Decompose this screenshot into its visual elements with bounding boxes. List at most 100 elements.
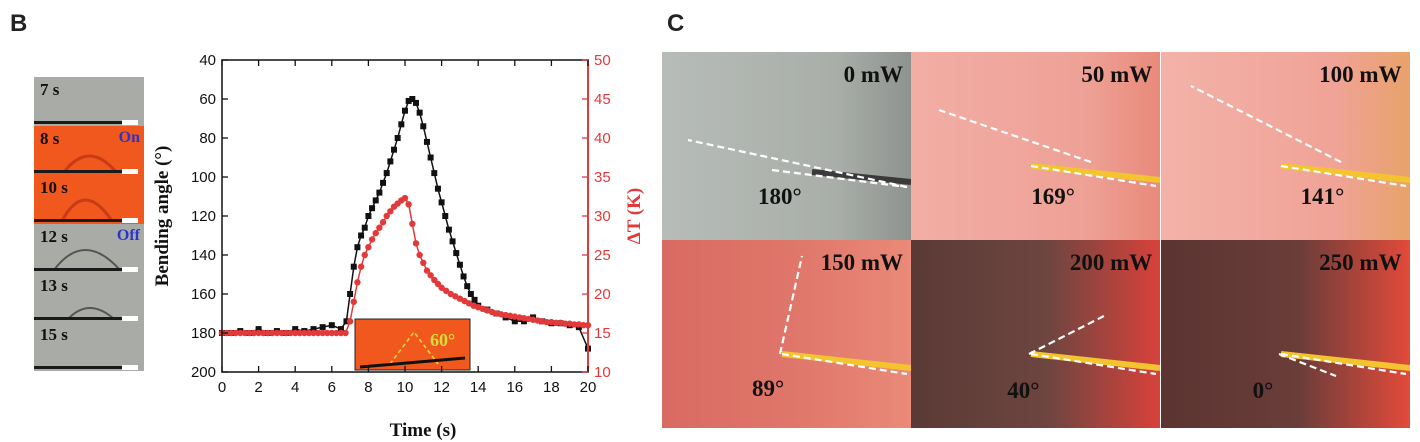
data-point-right: [328, 329, 335, 337]
bend-dashed-arrow: [938, 108, 1092, 164]
x-tick-label: 4: [291, 379, 299, 396]
data-point-left: [337, 326, 344, 333]
data-point-left: [431, 170, 438, 177]
data-point-left: [402, 107, 408, 114]
arrow-overlay: [938, 108, 1161, 188]
y-right-tick-label: 10: [594, 364, 611, 381]
data-point-left: [398, 121, 405, 128]
data-point-left: [423, 138, 430, 145]
data-point-right: [237, 329, 244, 337]
data-point-left: [405, 97, 412, 104]
film-tip: [122, 267, 138, 272]
data-point-left: [319, 324, 326, 331]
data-point-right: [310, 329, 317, 337]
data-point-left: [372, 197, 379, 204]
data-point-left: [427, 154, 434, 161]
x-tick-label: 0: [218, 379, 226, 396]
data-point-right: [405, 201, 412, 208]
power-label: 250 mW: [1319, 250, 1402, 275]
data-point-right: [264, 329, 271, 337]
bend-dashed-arrow: [687, 138, 908, 189]
data-point-right: [354, 279, 361, 286]
y-left-tick-label: 40: [199, 52, 216, 69]
x-axis-label: Time (s): [390, 420, 457, 441]
arrow-overlay: [778, 255, 911, 376]
bend-angle-label: 40°: [1007, 378, 1040, 403]
film-strip-bar: [34, 268, 122, 271]
y-right-tick-label: 35: [594, 169, 611, 186]
frame-15s: 15 s: [34, 322, 144, 371]
arrow-overlay: [687, 138, 911, 189]
data-point-right: [427, 272, 434, 279]
data-point-left: [380, 179, 387, 186]
data-point-right: [442, 287, 450, 295]
data-point-left: [387, 158, 394, 165]
panel-label-b: B: [10, 10, 28, 37]
data-point-right: [552, 319, 560, 327]
data-point-right: [287, 329, 294, 337]
data-point-right: [368, 236, 376, 243]
data-point-left: [292, 326, 299, 333]
data-point-right: [246, 329, 253, 337]
bend-dashed-arrow: [1028, 315, 1105, 355]
data-point-left: [456, 261, 463, 268]
inset-angle-label: 60°: [430, 330, 455, 350]
data-point-left: [383, 170, 390, 177]
data-point-left: [453, 250, 460, 257]
film-tip: [122, 218, 138, 223]
power-label: 200 mW: [1069, 250, 1153, 275]
power-tile: 100 mW 141°: [1160, 52, 1410, 240]
data-point-right: [379, 219, 387, 226]
data-point-left: [511, 318, 518, 325]
film-tip: [122, 169, 138, 174]
data-point-left: [394, 135, 401, 141]
y-left-tick-label: 160: [191, 286, 216, 303]
series-line-left: [222, 98, 589, 349]
arrow-overlay: [1028, 315, 1161, 376]
data-point-right: [269, 329, 276, 337]
data-point-right: [376, 224, 383, 231]
data-point-left: [343, 318, 350, 325]
frame-time: 15 s: [40, 325, 68, 344]
data-point-left: [409, 96, 416, 102]
data-point-right: [361, 251, 368, 259]
data-point-right: [259, 329, 267, 337]
data-point-left: [445, 226, 452, 233]
power-tiles-panel: 0 mW 180° 50 mW 169° 100 mW 141° 150 mW 89° 200 …: [662, 52, 1410, 428]
data-point-right: [314, 329, 322, 337]
data-point-right: [337, 329, 345, 337]
x-tick-label: 18: [543, 379, 560, 396]
y-left-tick-label: 60: [199, 91, 216, 108]
bend-dashed-arrow: [778, 255, 804, 355]
data-point-right: [250, 329, 258, 337]
y-left-tick-label: 100: [191, 169, 216, 186]
frame-7s: 7 s: [34, 77, 144, 126]
frame-13s: 13 s: [34, 273, 144, 322]
power-label: 0 mW: [843, 62, 903, 87]
time-lapse-strip: 7 s 8 s On 10 s 12 s Off 13 s 15 s: [34, 77, 144, 373]
data-point-left: [328, 322, 335, 329]
data-point-left: [354, 244, 361, 251]
data-point-left: [365, 213, 372, 219]
data-point-right: [561, 320, 569, 327]
y-left-tick-label: 140: [191, 247, 216, 264]
frame-time: 10 s: [40, 178, 68, 197]
x-tick-label: 14: [470, 379, 487, 396]
y-axis-left-label: Bending angle (°): [152, 146, 173, 287]
reference-dashed-arrow: [1280, 164, 1406, 188]
data-point-right: [365, 244, 372, 251]
power-tile: 200 mW 40°: [911, 240, 1161, 428]
film-arch: [62, 154, 118, 173]
y-right-tick-label: 40: [594, 130, 611, 147]
data-point-left: [391, 146, 398, 153]
film-strip-bar: [34, 219, 122, 222]
film-strip-bar: [34, 121, 122, 124]
data-point-right: [342, 329, 349, 337]
bend-dashed-arrow: [1278, 352, 1336, 378]
y-right-tick-label: 15: [594, 325, 611, 342]
bending-angle-chart: 60° 0 2 4 6 8 10 12 14 16 18 20 40 60 80 100 120 140 160 1…: [152, 52, 645, 441]
data-point-left: [438, 199, 445, 206]
frame-time: 13 s: [40, 276, 68, 295]
data-point-right: [387, 208, 394, 215]
data-point-left: [471, 296, 478, 303]
